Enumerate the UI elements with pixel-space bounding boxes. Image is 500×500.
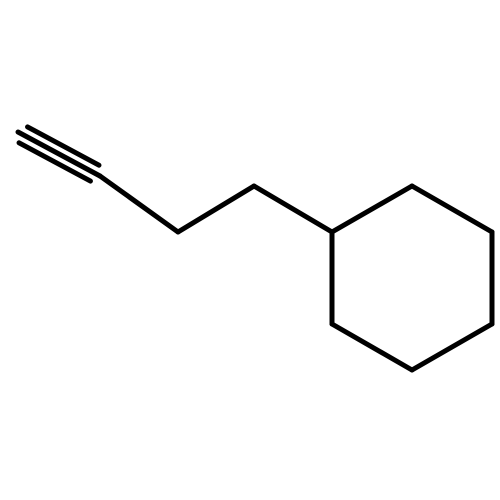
- bond-layer: [18, 127, 492, 370]
- bond-line: [412, 186, 492, 232]
- bond-line: [412, 324, 492, 370]
- bond-line: [332, 324, 412, 370]
- bond-line: [18, 132, 100, 176]
- molecule-structure-diagram: but-3-yn-1-ylcyclohexane: [0, 0, 500, 500]
- bond-line: [28, 127, 99, 165]
- bond-line: [19, 143, 90, 181]
- bond-line: [100, 176, 178, 232]
- bond-line: [178, 186, 254, 232]
- bond-line: [332, 186, 412, 232]
- bond-line: [254, 186, 332, 232]
